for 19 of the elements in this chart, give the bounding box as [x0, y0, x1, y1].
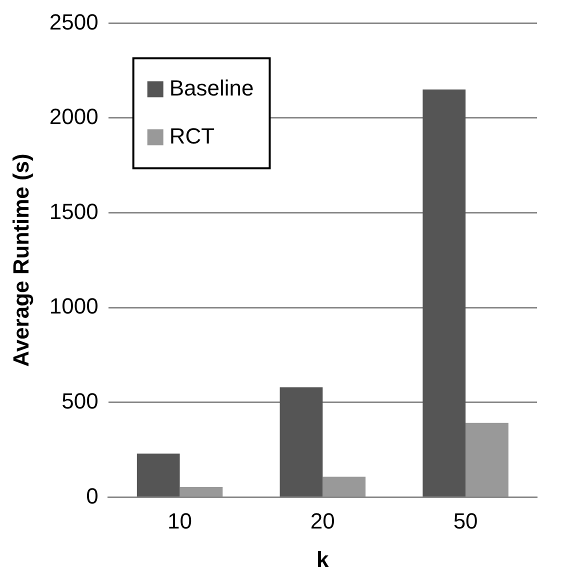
x-tick-label: 50 [453, 508, 478, 534]
bar [180, 486, 223, 496]
legend-label: Baseline [169, 75, 254, 100]
y-tick-label: 2000 [49, 104, 98, 130]
y-tick-label: 2500 [49, 9, 98, 34]
y-axis-title: Average Runtime (s) [8, 154, 34, 367]
x-axis-title: k [316, 546, 330, 572]
x-tick-label: 10 [168, 508, 192, 534]
bar [322, 476, 366, 496]
y-tick-label: 500 [62, 388, 98, 414]
x-tick-label: 20 [310, 508, 335, 534]
bar [280, 387, 323, 496]
y-tick-label: 0 [86, 483, 98, 508]
bar [422, 90, 466, 496]
legend-label: RCT [169, 123, 215, 148]
y-tick-label: 1500 [49, 198, 98, 224]
bar [136, 454, 180, 496]
bar [466, 422, 508, 496]
y-tick-label: 1000 [49, 294, 98, 319]
